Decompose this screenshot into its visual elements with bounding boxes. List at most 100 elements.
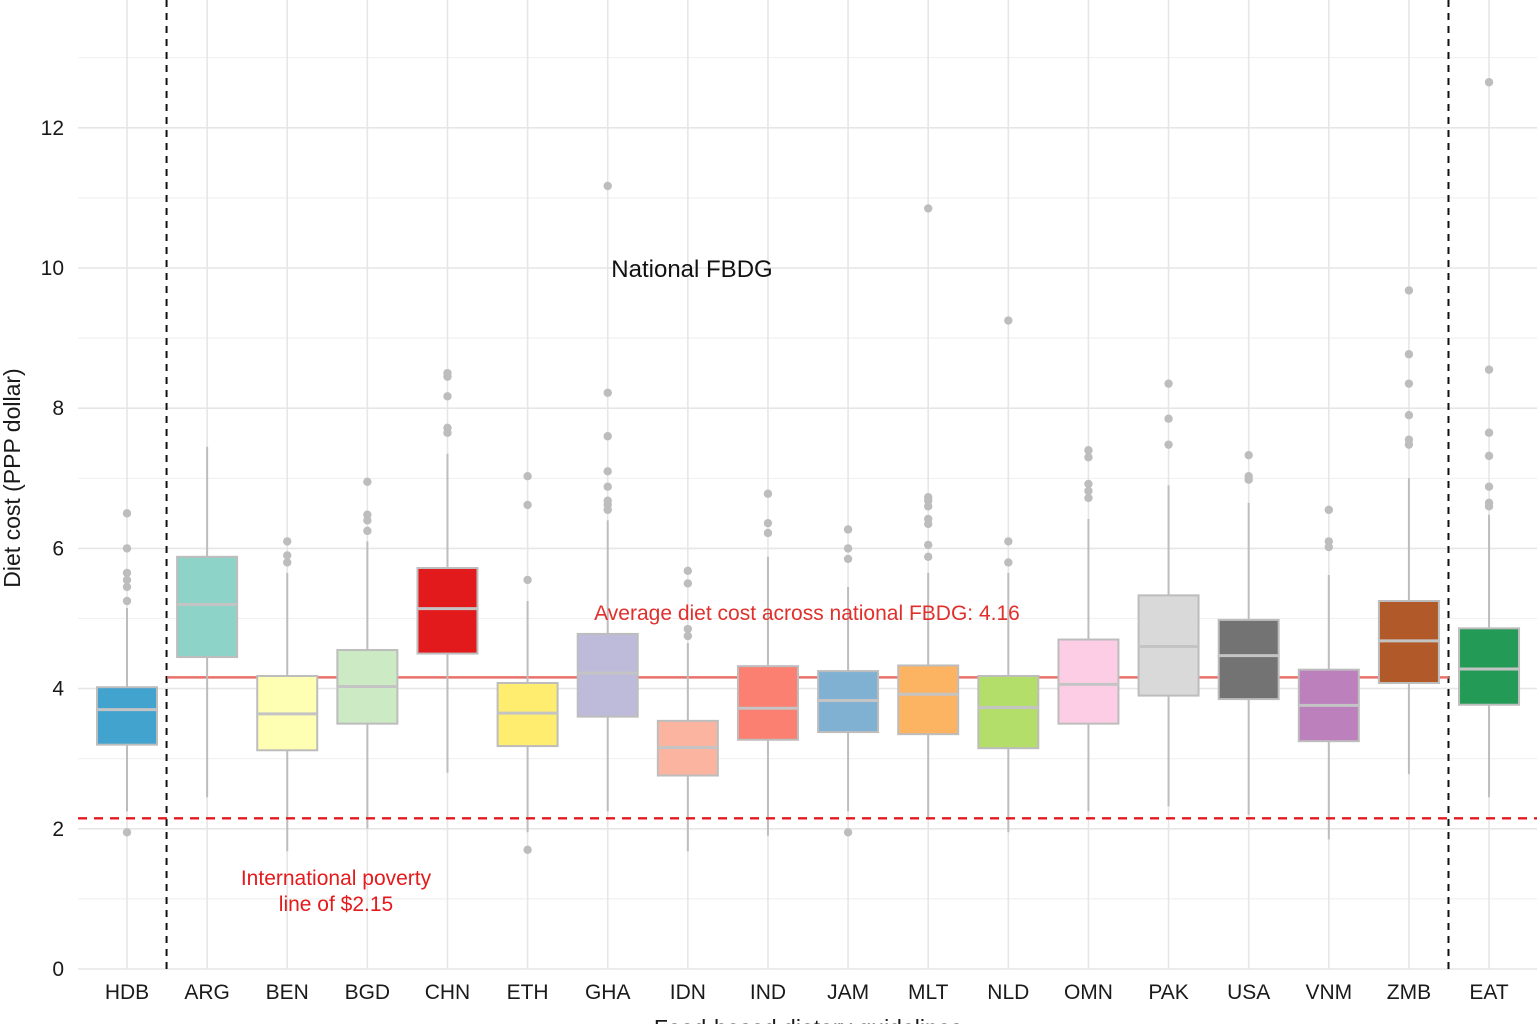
x-tick-label: IND bbox=[750, 981, 786, 1004]
outlier-point bbox=[843, 525, 853, 534]
grid-lines bbox=[78, 0, 1537, 970]
outlier-point bbox=[683, 631, 693, 641]
outlier-point bbox=[683, 579, 693, 588]
outlier-point bbox=[924, 204, 933, 213]
outlier-point bbox=[763, 528, 773, 538]
y-tick-label: 4 bbox=[52, 678, 64, 701]
y-tick-label: 2 bbox=[52, 818, 64, 841]
outlier-point bbox=[122, 582, 132, 592]
outlier-point bbox=[363, 510, 372, 519]
x-tick-label: ARG bbox=[184, 981, 230, 1004]
outlier-point bbox=[283, 551, 292, 560]
box-series bbox=[96, 78, 1521, 855]
x-tick-label: PAK bbox=[1148, 981, 1188, 1004]
outlier-point bbox=[683, 624, 693, 634]
box-ind bbox=[736, 489, 799, 836]
outlier-point bbox=[1084, 446, 1093, 455]
box-body bbox=[1057, 638, 1120, 725]
x-tick-label: JAM bbox=[827, 981, 869, 1004]
outlier-point bbox=[603, 181, 612, 191]
x-tick-label: OMN bbox=[1064, 981, 1113, 1004]
x-tick-label: ZMB bbox=[1387, 981, 1431, 1004]
outlier-point bbox=[1084, 479, 1093, 489]
x-tick-label: USA bbox=[1227, 981, 1270, 1004]
box-bgd bbox=[336, 477, 399, 829]
outlier-point bbox=[843, 544, 853, 553]
box-body bbox=[736, 665, 799, 741]
box-chn bbox=[416, 368, 479, 773]
outlier-point bbox=[924, 552, 933, 562]
x-tick-label: IDN bbox=[670, 981, 706, 1004]
outlier-point bbox=[1004, 537, 1013, 546]
outlier-point bbox=[603, 432, 612, 441]
poverty-line-label-line1: International poverty bbox=[241, 867, 432, 890]
y-axis-title: Diet cost (PPP dollar) bbox=[0, 368, 25, 587]
outlier-point bbox=[1404, 435, 1414, 444]
outlier-point bbox=[603, 467, 612, 476]
outlier-point bbox=[363, 477, 372, 487]
x-tick-label: VNM bbox=[1305, 981, 1352, 1004]
outlier-point bbox=[1164, 379, 1173, 388]
outlier-point bbox=[924, 540, 933, 550]
outlier-point bbox=[763, 518, 773, 528]
average-line-label: Average diet cost across national FBDG: … bbox=[594, 602, 1020, 625]
box-nld bbox=[977, 316, 1040, 833]
box-arg bbox=[176, 446, 239, 798]
outlier-point bbox=[763, 489, 773, 498]
box-vnm bbox=[1297, 505, 1360, 840]
outlier-point bbox=[1004, 558, 1013, 567]
group-separators bbox=[165, 0, 1450, 969]
outlier-point bbox=[924, 514, 933, 524]
outlier-point bbox=[443, 368, 452, 378]
outlier-point bbox=[603, 482, 612, 491]
box-body bbox=[977, 674, 1040, 750]
box-jam bbox=[817, 525, 880, 837]
poverty-line-label-line2: line of $2.15 bbox=[279, 893, 393, 916]
outlier-point bbox=[1404, 379, 1414, 388]
outlier-point bbox=[122, 568, 132, 578]
outlier-point bbox=[1244, 450, 1253, 460]
y-tick-label: 10 bbox=[41, 257, 64, 280]
outlier-point bbox=[363, 526, 372, 536]
outlier-point bbox=[1324, 537, 1334, 546]
box-body bbox=[1217, 618, 1280, 701]
x-tick-label: GHA bbox=[585, 981, 631, 1004]
box-body bbox=[176, 555, 239, 659]
outlier-point bbox=[523, 471, 532, 481]
y-tick-label: 12 bbox=[41, 117, 64, 140]
outlier-point bbox=[1484, 428, 1494, 437]
x-axis-ticks: HDB ARG BEN BGD CHN ETH GHA IDN IND JAM MLT NLD OMN P… bbox=[105, 981, 1509, 1004]
x-tick-label: CHN bbox=[425, 981, 471, 1004]
x-tick-label: EAT bbox=[1469, 981, 1508, 1004]
outlier-point bbox=[1324, 505, 1334, 515]
box-omn bbox=[1057, 446, 1120, 812]
outlier-point bbox=[122, 544, 132, 553]
x-tick-label: ETH bbox=[507, 981, 549, 1004]
outlier-point bbox=[1244, 471, 1253, 481]
outlier-point bbox=[1484, 482, 1494, 491]
outlier-point bbox=[443, 423, 452, 433]
outlier-point bbox=[603, 388, 612, 397]
outlier-point bbox=[1484, 498, 1494, 508]
outlier-point bbox=[283, 537, 292, 546]
outlier-point bbox=[1084, 453, 1093, 462]
outlier-point bbox=[443, 392, 452, 401]
box-zmb bbox=[1377, 286, 1440, 775]
box-body bbox=[416, 567, 479, 655]
outlier-point bbox=[1404, 411, 1414, 420]
box-body bbox=[576, 632, 639, 718]
outlier-point bbox=[603, 496, 612, 505]
box-mlt bbox=[897, 204, 960, 819]
outlier-point bbox=[523, 845, 532, 855]
outlier-point bbox=[1084, 493, 1093, 503]
outlier-point bbox=[924, 493, 933, 502]
outlier-point bbox=[843, 554, 853, 564]
outlier-point bbox=[1404, 286, 1414, 295]
box-ben bbox=[256, 537, 319, 852]
box-usa bbox=[1217, 450, 1280, 815]
x-tick-label: NLD bbox=[987, 981, 1029, 1004]
x-tick-label: MLT bbox=[908, 981, 949, 1004]
box-body bbox=[897, 664, 960, 736]
outlier-point bbox=[1084, 486, 1093, 496]
